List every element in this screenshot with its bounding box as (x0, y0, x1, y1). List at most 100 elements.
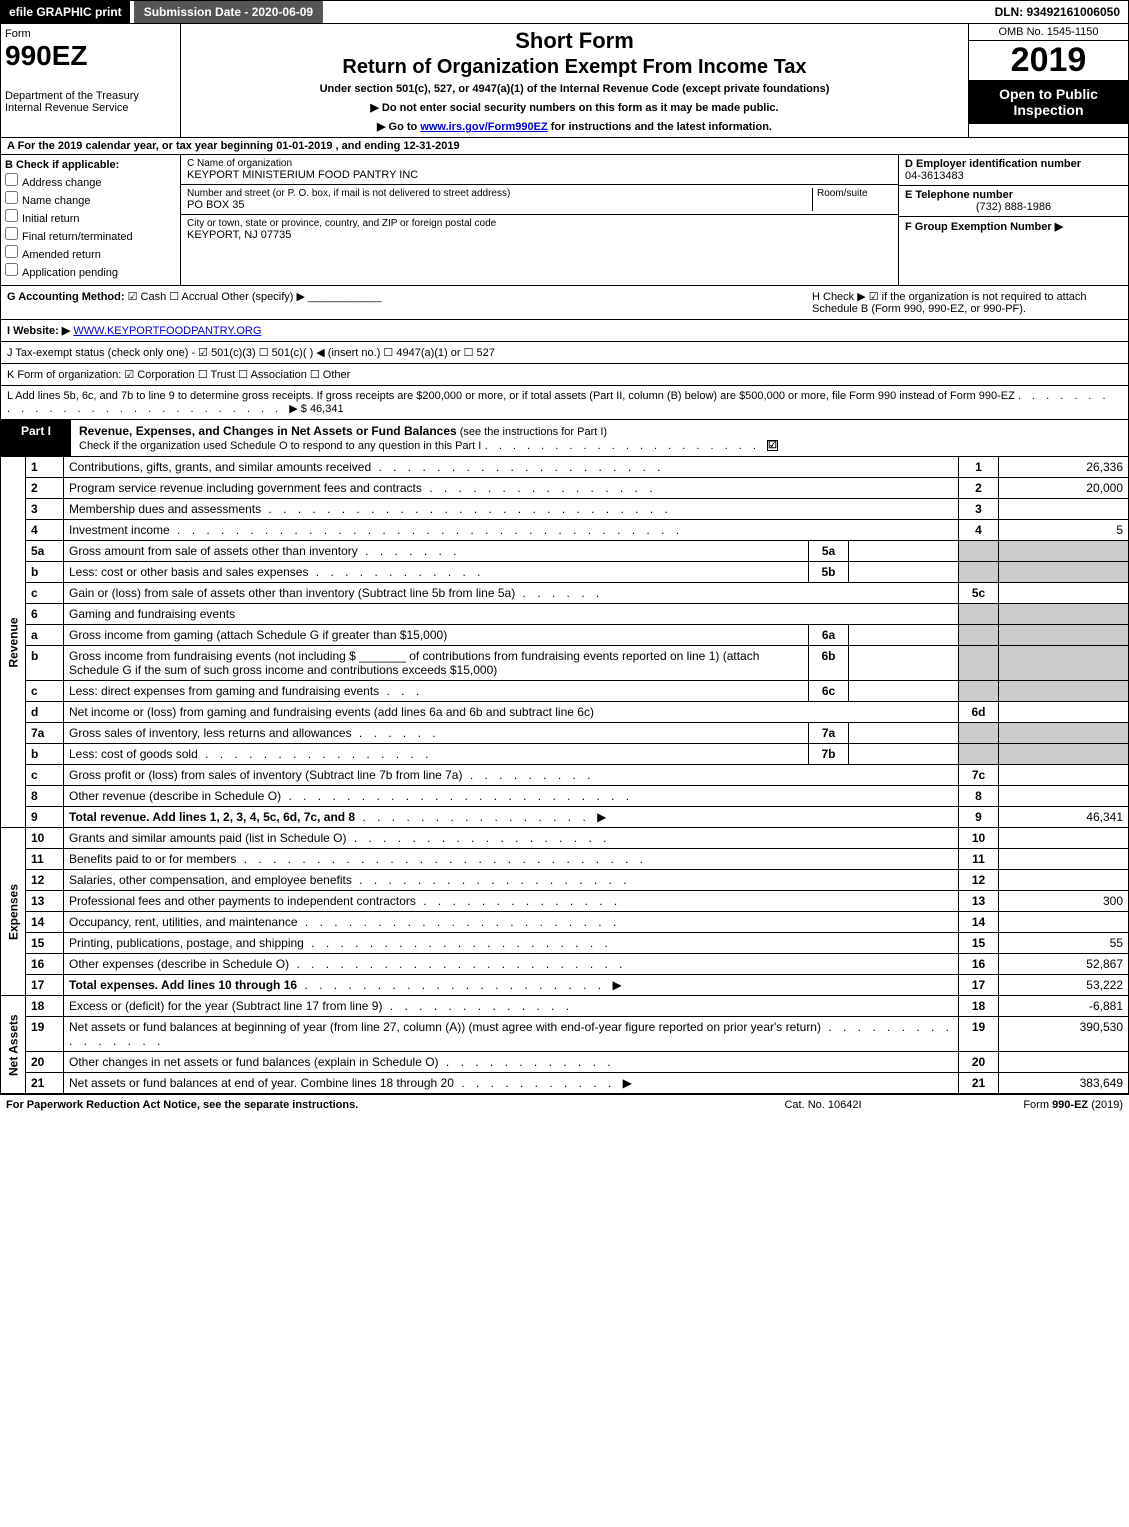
header-left: Form 990EZ Department of the Treasury In… (1, 24, 181, 137)
city-label: City or town, state or province, country… (187, 218, 892, 229)
line-3-num: 3 (959, 499, 999, 520)
line-18-no: 18 (26, 996, 64, 1017)
line-18-desc: Excess or (deficit) for the year (Subtra… (64, 996, 959, 1017)
line-20-no: 20 (26, 1052, 64, 1073)
line-13-desc: Professional fees and other payments to … (64, 891, 959, 912)
col-c: C Name of organization KEYPORT MINISTERI… (181, 155, 898, 285)
line-12-desc: Salaries, other compensation, and employ… (64, 870, 959, 891)
omb-number: OMB No. 1545-1150 (969, 24, 1128, 41)
line-13-num: 13 (959, 891, 999, 912)
line-6b-subval (849, 646, 959, 681)
line-19-val: 390,530 (999, 1017, 1129, 1052)
line-5b-subval (849, 562, 959, 583)
line-15-val: 55 (999, 933, 1129, 954)
line-15-no: 15 (26, 933, 64, 954)
line-2-desc: Program service revenue including govern… (64, 478, 959, 499)
line-16-num: 16 (959, 954, 999, 975)
line-5a-shade2 (999, 541, 1129, 562)
line-1-val: 26,336 (999, 457, 1129, 478)
ein-cell: D Employer identification number 04-3613… (899, 155, 1128, 186)
section-a: A For the 2019 calendar year, or tax yea… (0, 138, 1129, 155)
addr-label: Number and street (or P. O. box, if mail… (187, 188, 812, 199)
cb-address-change[interactable]: Address change (5, 173, 176, 189)
website-link[interactable]: WWW.KEYPORTFOODPANTRY.ORG (73, 325, 261, 337)
line-12-num: 12 (959, 870, 999, 891)
form-header: Form 990EZ Department of the Treasury In… (0, 24, 1129, 138)
efile-label[interactable]: efile GRAPHIC print (1, 1, 130, 23)
line-20-desc: Other changes in net assets or fund bala… (64, 1052, 959, 1073)
line-21-no: 21 (26, 1073, 64, 1094)
line-6d-no: d (26, 702, 64, 723)
line-6d-desc: Net income or (loss) from gaming and fun… (64, 702, 959, 723)
short-form-title: Short Form (187, 28, 962, 54)
line-7c-num: 7c (959, 765, 999, 786)
l-text: L Add lines 5b, 6c, and 7b to line 9 to … (7, 390, 1015, 402)
line-8-desc: Other revenue (describe in Schedule O) .… (64, 786, 959, 807)
addr-value: PO BOX 35 (187, 199, 812, 211)
line-7c-val (999, 765, 1129, 786)
line-14-no: 14 (26, 912, 64, 933)
cb-amended-return[interactable]: Amended return (5, 245, 176, 261)
cb-name-change[interactable]: Name change (5, 191, 176, 207)
cb-initial-return[interactable]: Initial return (5, 209, 176, 225)
tax-year: 2019 (969, 41, 1128, 80)
row-j: J Tax-exempt status (check only one) - ☑… (0, 342, 1129, 364)
city-cell: City or town, state or province, country… (181, 215, 898, 244)
net-assets-label: Net Assets (1, 996, 26, 1094)
irs-link[interactable]: www.irs.gov/Form990EZ (420, 121, 547, 133)
line-6c-desc: Less: direct expenses from gaming and fu… (64, 681, 809, 702)
line-17-val: 53,222 (999, 975, 1129, 996)
phone-cell: E Telephone number (732) 888-1986 (899, 186, 1128, 217)
org-name: KEYPORT MINISTERIUM FOOD PANTRY INC (187, 169, 892, 181)
part1-checkbox[interactable]: ☑ (767, 440, 778, 451)
goto-post: for instructions and the latest informat… (548, 121, 772, 133)
cb-application-pending[interactable]: Application pending (5, 263, 176, 279)
phone-label: E Telephone number (905, 189, 1122, 201)
line-11-no: 11 (26, 849, 64, 870)
line-5a-no: 5a (26, 541, 64, 562)
line-5c-no: c (26, 583, 64, 604)
line-15-num: 15 (959, 933, 999, 954)
line-5b-desc: Less: cost or other basis and sales expe… (64, 562, 809, 583)
line-19-no: 19 (26, 1017, 64, 1052)
g-label: G Accounting Method: (7, 291, 125, 303)
line-14-num: 14 (959, 912, 999, 933)
line-5a-shade (959, 541, 999, 562)
line-2-val: 20,000 (999, 478, 1129, 499)
line-13-val: 300 (999, 891, 1129, 912)
line-11-val (999, 849, 1129, 870)
ein-value: 04-3613483 (905, 170, 1122, 182)
revenue-label: Revenue (1, 457, 26, 828)
cb-final-return[interactable]: Final return/terminated (5, 227, 176, 243)
line-8-val (999, 786, 1129, 807)
header-center: Short Form Return of Organization Exempt… (181, 24, 968, 137)
expenses-label: Expenses (1, 828, 26, 996)
line-6a-sub: 6a (809, 625, 849, 646)
group-exemption-label: F Group Exemption Number ▶ (905, 220, 1122, 233)
line-4-num: 4 (959, 520, 999, 541)
line-17-num: 17 (959, 975, 999, 996)
j-text: J Tax-exempt status (check only one) - ☑… (7, 346, 1122, 359)
line-16-val: 52,867 (999, 954, 1129, 975)
part1-label: Part I (1, 420, 71, 456)
line-6c-subval (849, 681, 959, 702)
line-7b-desc: Less: cost of goods sold . . . . . . . .… (64, 744, 809, 765)
line-5a-sub: 5a (809, 541, 849, 562)
line-10-desc: Grants and similar amounts paid (list in… (64, 828, 959, 849)
dept-label: Department of the Treasury Internal Reve… (5, 90, 176, 114)
line-5a-subval (849, 541, 959, 562)
col-de: D Employer identification number 04-3613… (898, 155, 1128, 285)
form-number: 990EZ (5, 40, 176, 72)
line-6-no: 6 (26, 604, 64, 625)
line-3-no: 3 (26, 499, 64, 520)
part1-check-line: Check if the organization used Schedule … (79, 440, 481, 452)
line-2-no: 2 (26, 478, 64, 499)
line-10-val (999, 828, 1129, 849)
row-i: I Website: ▶ WWW.KEYPORTFOODPANTRY.ORG (0, 320, 1129, 342)
footer-right: Form 990-EZ (2019) (923, 1099, 1123, 1111)
h-text: H Check ▶ ☑ if the organization is not r… (812, 290, 1122, 315)
line-6b-no: b (26, 646, 64, 681)
part1-header: Part I Revenue, Expenses, and Changes in… (0, 420, 1129, 457)
city-value: KEYPORT, NJ 07735 (187, 229, 892, 241)
line-5c-num: 5c (959, 583, 999, 604)
